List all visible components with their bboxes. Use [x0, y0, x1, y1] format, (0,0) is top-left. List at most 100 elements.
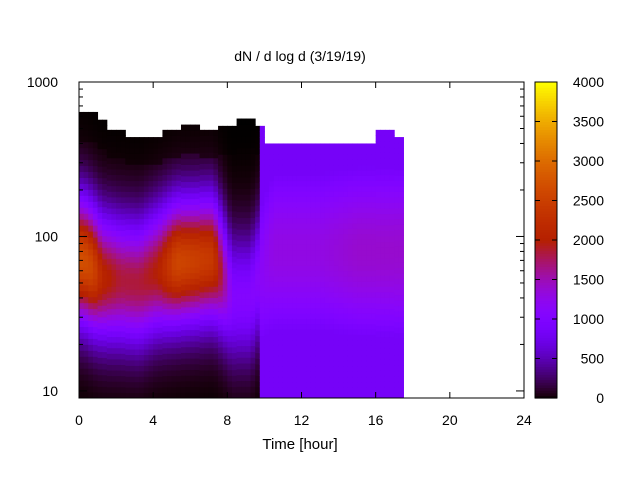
heatmap-cell [245, 281, 252, 288]
heatmap-cell [310, 376, 316, 383]
heatmap-cell [213, 347, 219, 354]
heatmap-cell [148, 142, 154, 149]
heatmap-cell [343, 201, 349, 208]
heatmap-cell [106, 263, 112, 271]
heatmap-cell [347, 392, 353, 399]
heatmap-cell [333, 371, 340, 378]
heatmap-cell [199, 342, 205, 349]
heatmap-cell [190, 323, 196, 331]
heatmap-cell [208, 286, 214, 293]
heatmap-cell [366, 291, 372, 298]
heatmap-cell [139, 311, 145, 317]
heatmap-cell [102, 125, 108, 132]
heatmap-cell [180, 130, 187, 137]
heatmap-cell [134, 245, 140, 252]
heatmap-cell [171, 353, 177, 360]
heatmap-cell [347, 148, 353, 155]
heatmap-cell [250, 124, 256, 131]
heatmap-cell [102, 212, 108, 219]
heatmap-cell [329, 291, 335, 298]
heatmap-cell [310, 329, 316, 335]
heatmap-cell [222, 239, 228, 246]
heatmap-cell [236, 234, 242, 242]
heatmap-cell [116, 163, 122, 170]
heatmap-cell [347, 260, 353, 266]
heatmap-cell [88, 243, 94, 250]
heatmap-cell [241, 328, 247, 335]
heatmap-cell [171, 291, 177, 298]
heatmap-cell [338, 238, 344, 245]
heatmap-cell [92, 374, 99, 381]
heatmap-cell [79, 308, 85, 316]
heatmap-cell [371, 164, 377, 171]
heatmap-cell [227, 341, 233, 348]
heatmap-cell [88, 368, 94, 375]
heatmap-cell [278, 249, 284, 256]
heatmap-cell [352, 376, 358, 383]
heatmap-cell [199, 381, 205, 388]
heatmap-cell [97, 253, 103, 260]
heatmap-cell [236, 258, 242, 265]
heatmap-cell [301, 169, 307, 176]
heatmap-cell [92, 153, 99, 161]
heatmap-cell [180, 301, 187, 308]
heatmap-cell [241, 264, 247, 271]
heatmap-cell [227, 312, 233, 320]
heatmap-cell [296, 297, 302, 304]
heatmap-cell [236, 141, 242, 149]
heatmap-cell [83, 135, 89, 143]
heatmap-cell [148, 387, 154, 394]
heatmap-cell [389, 280, 395, 287]
heatmap-cell [241, 200, 247, 207]
heatmap-cell [357, 387, 363, 394]
heatmap-cell [83, 254, 89, 262]
heatmap-cell [185, 272, 191, 279]
heatmap-cell [134, 365, 140, 372]
heatmap-cell [250, 205, 256, 213]
heatmap-cell [269, 180, 275, 187]
heatmap-cell [310, 281, 316, 288]
heatmap-cell [199, 236, 205, 243]
heatmap-cell [361, 175, 367, 182]
heatmap-cell [273, 249, 279, 256]
heatmap-cell [398, 370, 404, 377]
heatmap-cell [287, 318, 293, 325]
heatmap-cell [171, 364, 177, 371]
heatmap-cell [306, 339, 312, 346]
heatmap-cell [83, 195, 89, 202]
heatmap-cell [333, 207, 340, 213]
heatmap-cell [384, 370, 391, 377]
heatmap-cell [357, 270, 363, 277]
heatmap-cell [278, 350, 284, 357]
heatmap-cell [333, 228, 340, 235]
heatmap-cell [380, 280, 386, 287]
heatmap-cell [129, 229, 136, 236]
heatmap-cell [394, 311, 400, 317]
heatmap-cell [292, 371, 298, 378]
heatmap-cell [384, 330, 391, 338]
heatmap-cell [139, 186, 145, 192]
heatmap-cell [134, 256, 140, 263]
heatmap-cell [167, 364, 173, 371]
heatmap-cell [375, 191, 381, 198]
heatmap-cell [153, 164, 159, 171]
heatmap-cell [324, 180, 330, 187]
heatmap-cell [231, 358, 238, 365]
heatmap-cell [278, 185, 284, 192]
heatmap-cell [120, 275, 126, 282]
heatmap-cell [329, 371, 335, 378]
heatmap-cell [389, 291, 395, 298]
heatmap-cell [241, 386, 247, 393]
heatmap-cell [352, 169, 358, 176]
heatmap-cell [111, 163, 117, 170]
heatmap-cell [231, 284, 238, 291]
heatmap-cell [185, 153, 191, 160]
heatmap-cell [343, 185, 349, 192]
heatmap-cell [83, 207, 89, 214]
heatmap-cell [398, 359, 404, 366]
heatmap-cell [83, 350, 89, 357]
heatmap-cell [347, 382, 353, 388]
heatmap-cell [287, 175, 293, 182]
heatmap-cell [231, 154, 238, 161]
heatmap-cell [264, 339, 270, 346]
